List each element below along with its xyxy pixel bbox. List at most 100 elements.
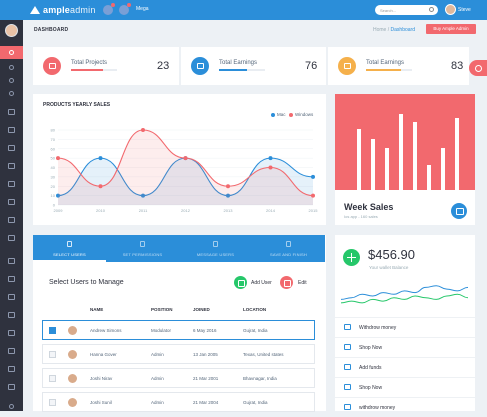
- data-point[interactable]: [183, 156, 188, 161]
- stat-value: 83: [451, 60, 464, 72]
- sidebar-item-ui[interactable]: [9, 91, 14, 96]
- add-funds-button[interactable]: [343, 249, 360, 266]
- table-row[interactable]: Joshi Sunil Admin 21 Mar 2004 Gujrat, In…: [42, 392, 315, 412]
- data-point[interactable]: [98, 156, 103, 161]
- chart-title: PRODUCTS YEARLY SALES: [43, 102, 111, 108]
- settings-toggle-button[interactable]: [469, 60, 487, 76]
- y-tick-label: 10: [51, 193, 56, 198]
- step-message-users[interactable]: MESSAGE USERS: [179, 235, 252, 262]
- step-select-users[interactable]: SELECT USERS: [33, 235, 106, 262]
- breadcrumb-home[interactable]: Home: [373, 27, 387, 33]
- sidebar-item-forms[interactable]: [8, 127, 15, 133]
- data-point[interactable]: [141, 128, 145, 132]
- data-point[interactable]: [226, 193, 230, 198]
- edit-label[interactable]: Edit: [298, 280, 307, 286]
- cart-icon: [344, 384, 351, 390]
- sidebar-item-widgets[interactable]: [8, 181, 15, 187]
- mail-icon[interactable]: [103, 5, 113, 15]
- sidebar-item-logout[interactable]: [9, 404, 14, 409]
- data-point[interactable]: [56, 193, 60, 198]
- user-menu[interactable]: Steve: [458, 7, 471, 13]
- sidebar-item-contacts[interactable]: [8, 294, 15, 300]
- search-input[interactable]: Search...: [375, 5, 438, 15]
- add-user-label[interactable]: Add User: [251, 280, 272, 286]
- table-row[interactable]: Andrew Simons Modulator 6 May 2016 Gujra…: [42, 320, 315, 340]
- edit-button[interactable]: [280, 276, 293, 289]
- search-icon[interactable]: [429, 7, 434, 12]
- data-point[interactable]: [98, 184, 103, 189]
- sidebar-item-maps[interactable]: [8, 217, 15, 223]
- plus-icon: [344, 364, 351, 370]
- action-label: Add funds: [359, 365, 382, 371]
- sidebar-item-pages[interactable]: [8, 109, 15, 115]
- sidebar-item-settings[interactable]: [8, 366, 15, 372]
- column-header-joined[interactable]: JOINED: [193, 307, 210, 312]
- sidebar-item-calendar[interactable]: [8, 276, 15, 282]
- data-point[interactable]: [226, 184, 230, 189]
- buy-button[interactable]: Buy Ample Admin: [426, 24, 476, 34]
- data-point[interactable]: [311, 174, 315, 179]
- data-point[interactable]: [311, 193, 315, 198]
- calendar-icon[interactable]: [119, 5, 129, 15]
- wizard-steps: SELECT USERS SET PERMISSIONS MESSAGE USE…: [33, 235, 325, 262]
- sidebar-avatar[interactable]: [5, 24, 18, 37]
- data-point[interactable]: [141, 193, 145, 198]
- cell-location: Bhavnagar, India: [243, 376, 277, 381]
- avatar: [68, 326, 77, 335]
- x-tick-label: 2009: [54, 208, 64, 213]
- cell-name: Joshi Nirav: [90, 376, 113, 381]
- week-sales-subtitle: Ios app - 160 sales: [344, 214, 378, 219]
- yearly-sales-chart: 0 10 20 30 40 50 60 70 80 2009 2010 2011 2012 2013 201…: [51, 128, 319, 214]
- sidebar-item-tables[interactable]: [8, 145, 15, 151]
- week-sales-action-button[interactable]: [451, 203, 467, 219]
- save-icon: [286, 241, 291, 247]
- week-sales-bar: [441, 147, 445, 190]
- top-navbar: ample admin Mega Search... Steve: [0, 0, 487, 20]
- row-checkbox[interactable]: [49, 399, 56, 406]
- cell-name: Andrew Simons: [90, 328, 122, 333]
- column-header-name[interactable]: NAME: [90, 307, 104, 312]
- wallet-action-shop-2[interactable]: Shop Now: [335, 377, 475, 397]
- cell-position: Modulator: [151, 328, 172, 333]
- sidebar-item-docs[interactable]: [8, 384, 15, 390]
- week-sales-bar: [371, 139, 375, 190]
- wallet-action-shop[interactable]: Shop Now: [335, 337, 475, 357]
- logo-text-accent: admin: [70, 5, 96, 15]
- wallet-action-add-funds[interactable]: Add funds: [335, 357, 475, 377]
- column-header-position[interactable]: POSITION: [151, 307, 173, 312]
- week-sales-title: Week Sales: [344, 202, 394, 212]
- step-set-permissions[interactable]: SET PERMISSIONS: [106, 235, 179, 262]
- y-tick-label: 40: [51, 165, 56, 170]
- table-row[interactable]: Joshi Nirav Admin 21 Mar 2001 Bhavnagar,…: [42, 368, 315, 388]
- user-avatar[interactable]: [445, 4, 456, 15]
- mega-menu-link[interactable]: Mega: [136, 6, 149, 12]
- sidebar-item-icons[interactable]: [8, 199, 15, 205]
- app-logo[interactable]: ample admin: [30, 4, 96, 16]
- dashboard-icon: [9, 50, 14, 55]
- sidebar-item-layouts[interactable]: [8, 258, 15, 264]
- sidebar-item-apps[interactable]: [9, 65, 14, 70]
- cell-name: Hanna Gover: [90, 352, 117, 357]
- wallet-action-withdraw-2[interactable]: withdrow money: [335, 397, 475, 417]
- sidebar-item-inbox[interactable]: [9, 78, 14, 83]
- add-user-button[interactable]: [234, 276, 247, 289]
- data-point[interactable]: [268, 156, 273, 161]
- cell-position: Admin: [151, 400, 164, 405]
- column-header-location[interactable]: LOCATION: [243, 307, 267, 312]
- step-save-finish[interactable]: SAVE AND FINISH: [252, 235, 325, 262]
- row-checkbox[interactable]: [49, 351, 56, 358]
- data-point[interactable]: [56, 156, 60, 161]
- sidebar-item-invoice[interactable]: [8, 330, 15, 336]
- data-point[interactable]: [268, 165, 273, 170]
- sidebar-item-multilevel[interactable]: [8, 235, 15, 241]
- wallet-action-withdraw[interactable]: Withdrow money: [335, 317, 475, 337]
- sidebar-item-gallery[interactable]: [8, 312, 15, 318]
- sidebar-item-profile[interactable]: [8, 348, 15, 354]
- row-checkbox[interactable]: [49, 327, 56, 334]
- table-row[interactable]: Hanna Gover Admin 13 Jan 2005 Texas, Uni…: [42, 344, 315, 364]
- row-checkbox[interactable]: [49, 375, 56, 382]
- series-area: [58, 130, 313, 205]
- cell-location: Gujrat, India: [243, 400, 268, 405]
- sidebar-item-charts[interactable]: [8, 163, 15, 169]
- stat-progress: [366, 69, 412, 71]
